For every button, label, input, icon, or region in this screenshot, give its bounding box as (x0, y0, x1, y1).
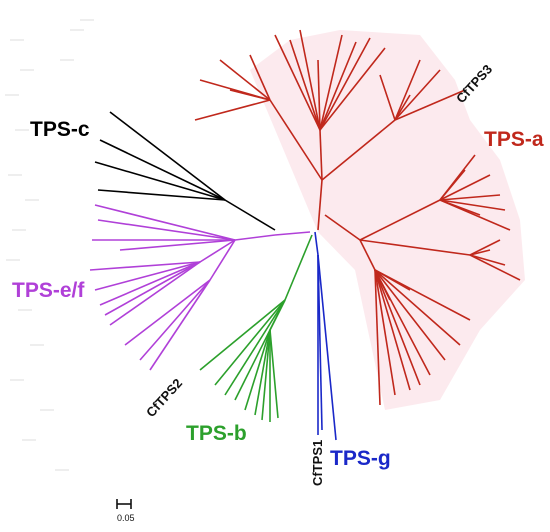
tps-a-branch-7 (319, 41, 357, 131)
gene-label-cftps1: CfTPS1 (310, 440, 325, 486)
tps-ef-branch-6 (199, 239, 236, 263)
tps-a-branch-2 (317, 59, 321, 131)
tps-b-branch-7 (254, 329, 271, 416)
tps-a-branch-40 (374, 269, 421, 386)
tps-a-branch-5 (299, 29, 321, 131)
tps-ef-branch-11 (109, 261, 201, 326)
tps-a-branch-38 (374, 269, 396, 396)
tps-a-branch-16 (321, 119, 396, 181)
gene-label-cftps3: CfTPS3 (453, 62, 495, 106)
tps-a-branch-45 (374, 269, 411, 291)
tps-g-branch-0 (314, 231, 319, 256)
tps-a-branch-0 (317, 179, 323, 231)
branches-tps-ef (89, 204, 311, 371)
tps-a-branch-11 (219, 59, 271, 101)
tps-c-branch-1 (109, 111, 226, 201)
tps-b-branch-8 (261, 329, 271, 421)
branches-tps-g (314, 231, 337, 441)
background-ticks (5, 19, 94, 471)
tps-b-branch-3 (224, 299, 286, 396)
tps-a-branch-46 (374, 269, 391, 301)
tps-a-branch-21 (379, 74, 396, 121)
tps-a-branch-1 (319, 129, 323, 181)
tps-ef-branch-10 (104, 261, 201, 316)
tps-a-branch-9 (319, 47, 386, 131)
tps-ef-branch-5 (119, 239, 236, 251)
tps-a-branch-25 (439, 174, 491, 201)
tps-a-branch-6 (319, 34, 343, 131)
tps-a-branch-31 (359, 239, 471, 256)
tps-ef-branch-14 (139, 279, 211, 361)
tps-c-branch-4 (97, 189, 226, 201)
tps-a-branch-42 (374, 269, 446, 361)
clade-label-tps-b: TPS-b (186, 422, 247, 445)
tps-ef-branch-12 (209, 239, 236, 281)
tps-a-branch-37 (374, 269, 381, 406)
tps-a-branch-20 (394, 89, 466, 121)
tps-a-branch-13 (194, 99, 271, 121)
tps-b-branch-2 (214, 299, 286, 386)
tps-ef-branch-1 (234, 234, 276, 241)
tps-ef-branch-4 (97, 219, 236, 241)
tps-b-branch-10 (269, 329, 279, 419)
branches-tps-c (94, 111, 276, 231)
tps-ef-branch-9 (99, 261, 201, 306)
tps-a-branch-14 (249, 54, 271, 101)
tps-a-branch-8 (319, 37, 371, 131)
clade-label-tps-c: TPS-c (30, 118, 90, 141)
tps-a-branch-39 (374, 269, 411, 391)
tps-a-branch-36 (359, 239, 376, 271)
clade-label-tps-g: TPS-g (330, 447, 391, 470)
tps-b-branch-0 (284, 234, 313, 301)
clade-label-tps-ef: TPS-e/f (12, 279, 85, 302)
tps-a-branch-3 (274, 34, 321, 131)
tps-b-branch-5 (269, 299, 286, 331)
tps-a-branch-4 (289, 39, 321, 131)
tps-a-branch-18 (394, 69, 441, 121)
tps-a-branch-27 (439, 199, 506, 211)
tps-a-branch-19 (394, 94, 411, 121)
tps-a-branch-23 (359, 199, 441, 241)
tps-a-branch-34 (469, 239, 501, 256)
tps-b-branch-6 (244, 329, 271, 411)
tps-c-branch-3 (94, 161, 226, 201)
scale-bar-label: 0.05 (117, 513, 135, 523)
tps-a-branch-30 (439, 199, 481, 216)
tps-ef-branch-15 (149, 279, 211, 371)
tps-a-branch-29 (439, 169, 466, 201)
tps-a-branch-10 (269, 99, 323, 181)
branches-tps-a (194, 29, 521, 406)
tps-g-branch-2 (317, 254, 323, 431)
tps-ef-branch-2 (94, 204, 236, 241)
tps-a-branch-15 (199, 79, 271, 101)
clade-label-tps-a: TPS-a (484, 128, 544, 151)
tps-a-branch-32 (469, 254, 506, 266)
tps-ef-branch-0 (274, 231, 311, 236)
tps-ef-branch-7 (89, 261, 201, 271)
tps-a-branch-43 (374, 269, 461, 346)
tps-ef-branch-13 (124, 279, 211, 346)
scale-bar (116, 499, 132, 509)
tps-g-branch-3 (317, 254, 337, 441)
gene-label-cftps2: CfTPS2 (143, 376, 185, 420)
tps-c-branch-2 (99, 139, 226, 201)
tps-a-branch-26 (439, 194, 501, 201)
tps-a-branch-17 (394, 59, 421, 121)
tps-a-branch-22 (324, 214, 361, 241)
tps-c-branch-0 (224, 199, 276, 231)
tps-b-branch-1 (199, 299, 286, 371)
tps-ef-branch-8 (94, 261, 201, 291)
tps-a-branch-33 (469, 254, 521, 281)
tps-a-branch-35 (469, 249, 491, 256)
branches-tps-b (199, 234, 313, 422)
